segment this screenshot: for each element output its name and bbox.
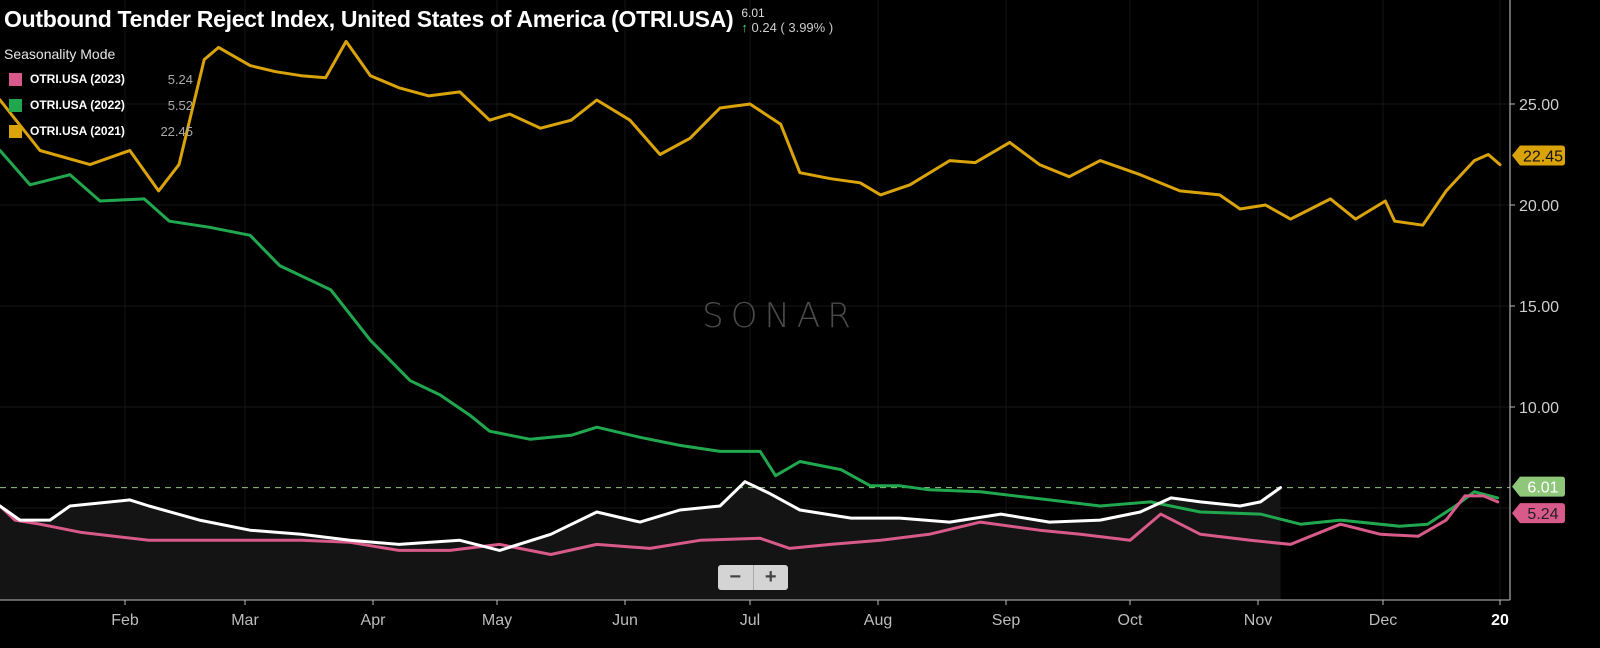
end-label-22-45: 22.45 — [1512, 145, 1565, 166]
up-arrow-icon: ↑ — [741, 20, 748, 35]
y-tick-label: 25.00 — [1519, 97, 1559, 114]
x-tick-label: Aug — [864, 612, 892, 629]
last-value-block: 6.01 ↑ 0.24 ( 3.99% ) — [741, 6, 833, 34]
x-tick-label: Oct — [1118, 612, 1143, 629]
legend-item-value: 22.45 — [160, 123, 193, 139]
x-tick-label: Sep — [992, 612, 1021, 629]
legend-item-value: 5.52 — [167, 97, 193, 113]
legend-item-value: 5.24 — [167, 71, 193, 87]
series-otri-usa-2023- — [0, 494, 1500, 556]
end-labels: 22.45 6.01 5.24 — [1512, 145, 1565, 524]
zoom-divider — [752, 565, 754, 590]
x-tick-label: Apr — [361, 612, 387, 629]
legend-item-2023[interactable]: OTRI.USA (2023) 5.24 — [4, 66, 193, 92]
zoom-in-button[interactable]: + — [764, 566, 777, 588]
zoom-out-button[interactable]: − — [729, 566, 742, 588]
x-tick-label: Feb — [111, 612, 139, 629]
series-line[interactable] — [0, 149, 1500, 528]
series-layer — [0, 39, 1502, 556]
legend: Seasonality Mode OTRI.USA (2023) 5.24 OT… — [4, 46, 193, 144]
legend-item-name: OTRI.USA (2022) — [30, 98, 125, 112]
series-line[interactable] — [0, 494, 1500, 556]
legend-item-name: OTRI.USA (2021) — [30, 124, 125, 138]
zoom-controls: − + — [718, 565, 788, 590]
y-tick-label: 15.00 — [1519, 299, 1559, 316]
sonar-watermark: SONAR — [702, 296, 858, 336]
end-label-bg — [1512, 503, 1565, 524]
x-tick-label: Nov — [1244, 612, 1272, 629]
x-tick-label: Jun — [612, 612, 638, 629]
y-tick-label: 10.00 — [1519, 400, 1559, 417]
change-value: 0.24 ( 3.99% ) — [751, 20, 834, 35]
end-label-6-01: 6.01 — [1512, 476, 1565, 497]
end-label-bg — [1512, 476, 1565, 497]
x-tick-label: May — [482, 612, 512, 629]
x-tick-label: Jul — [740, 612, 760, 629]
series-otri-usa-2021- — [0, 39, 1502, 227]
y-axis-ticks: 10.00 15.00 20.00 25.00 — [1510, 97, 1559, 417]
change-readout: ↑ 0.24 ( 3.99% ) — [741, 21, 833, 34]
current-year-area-fill — [0, 481, 1281, 600]
end-label-text: 22.45 — [1523, 149, 1563, 166]
series-otri-usa-current- — [0, 480, 1282, 552]
legend-swatch-2021 — [9, 124, 22, 138]
end-label-text: 5.24 — [1527, 506, 1558, 523]
chart-title: Outbound Tender Reject Index, United Sta… — [4, 6, 734, 32]
chart-header: Outbound Tender Reject Index, United Sta… — [4, 6, 833, 34]
series-otri-usa-2022- — [0, 149, 1500, 528]
legend-item-name: OTRI.USA (2023) — [30, 72, 125, 86]
end-label-text: 6.01 — [1527, 480, 1558, 497]
legend-swatch-2022 — [9, 98, 22, 112]
x-tick-label: Mar — [231, 612, 259, 629]
end-label-bg — [1512, 145, 1565, 166]
y-tick-label: 20.00 — [1519, 198, 1559, 215]
x-tick-label: Dec — [1369, 612, 1397, 629]
seasonality-mode-label: Seasonality Mode — [4, 46, 116, 62]
legend-item-2022[interactable]: OTRI.USA (2022) 5.52 — [4, 92, 193, 118]
x-axis-ticks: Feb Mar Apr May Jun Jul Aug Sep Oct Nov Dec 20 — [111, 600, 1509, 629]
end-label-5-24: 5.24 — [1512, 503, 1565, 524]
x-tick-label: 20 — [1491, 612, 1509, 629]
legend-item-2021[interactable]: OTRI.USA (2021) 22.45 — [4, 118, 193, 144]
last-value: 6.01 — [741, 6, 765, 20]
series-line[interactable] — [0, 39, 1502, 227]
legend-swatch-2023 — [9, 72, 22, 86]
